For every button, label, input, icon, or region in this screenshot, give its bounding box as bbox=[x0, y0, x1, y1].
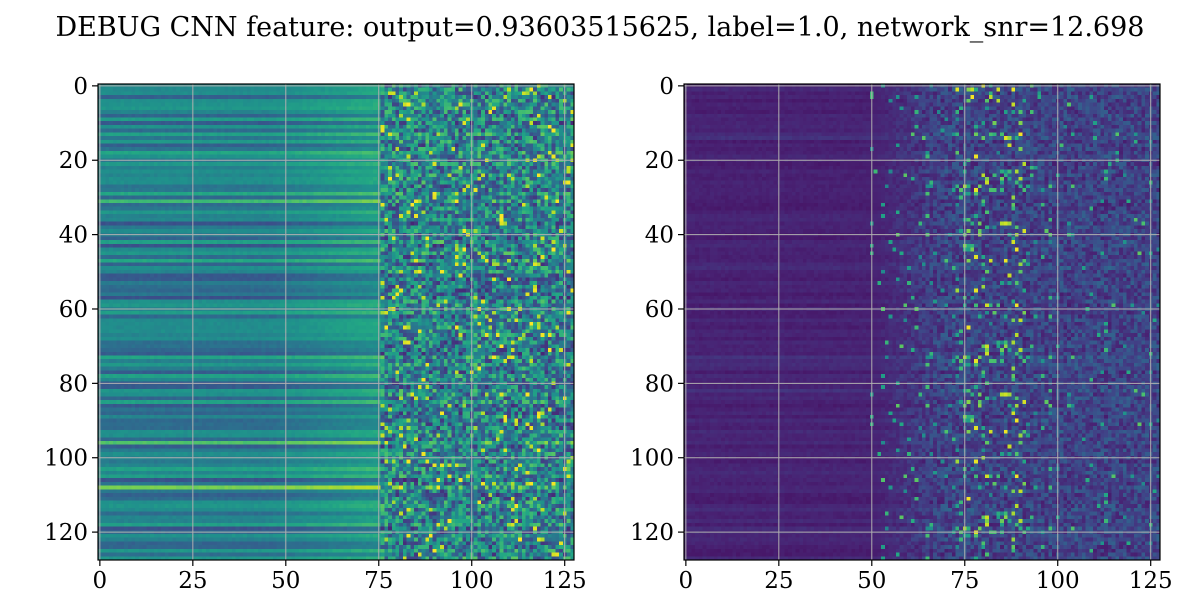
y-tick-label: 120 bbox=[630, 520, 674, 546]
heatmap-left: 0 25 50 75 100 125 0 20 40 60 80 100 120 bbox=[44, 74, 587, 594]
heatmap-right: 0 25 50 75 100 125 0 20 40 60 80 100 120 bbox=[630, 74, 1173, 594]
y-tick-label: 0 bbox=[73, 74, 88, 100]
y-tick-label: 80 bbox=[59, 371, 88, 397]
x-tick-label: 50 bbox=[271, 568, 300, 594]
heatmap-right-grid bbox=[684, 84, 1160, 560]
y-tick-label: 60 bbox=[59, 297, 88, 323]
x-tick-label: 75 bbox=[950, 568, 979, 594]
y-tick-label: 40 bbox=[59, 223, 88, 249]
heatmap-left-frame bbox=[97, 83, 575, 561]
x-tick-label: 50 bbox=[857, 568, 886, 594]
heatmap-right-image bbox=[684, 84, 1160, 560]
x-tick-label: 0 bbox=[93, 568, 108, 594]
y-tick-label: 0 bbox=[659, 74, 674, 100]
x-tick-label: 25 bbox=[178, 568, 207, 594]
x-tick-label: 0 bbox=[679, 568, 694, 594]
y-tick-label: 100 bbox=[44, 446, 88, 472]
y-tick-label: 80 bbox=[645, 371, 674, 397]
heatmap-right-frame bbox=[683, 83, 1161, 561]
x-tick-label: 125 bbox=[1129, 568, 1173, 594]
heatmap-left-image bbox=[98, 84, 574, 560]
y-tick-label: 20 bbox=[59, 148, 88, 174]
x-tick-label: 100 bbox=[450, 568, 494, 594]
x-tick-label: 25 bbox=[764, 568, 793, 594]
figure-title: DEBUG CNN feature: output=0.93603515625,… bbox=[56, 12, 1145, 43]
heatmap-left-grid bbox=[98, 84, 574, 560]
y-tick-label: 100 bbox=[630, 446, 674, 472]
x-tick-label: 125 bbox=[543, 568, 587, 594]
heatmap-right-axes: 0 25 50 75 100 125 0 20 40 60 80 100 120 bbox=[630, 74, 1173, 594]
x-tick-label: 100 bbox=[1036, 568, 1080, 594]
x-tick-label: 75 bbox=[364, 568, 393, 594]
y-tick-label: 60 bbox=[645, 297, 674, 323]
y-tick-label: 120 bbox=[44, 520, 88, 546]
heatmap-left-axes: 0 25 50 75 100 125 0 20 40 60 80 100 120 bbox=[44, 74, 587, 594]
y-tick-label: 20 bbox=[645, 148, 674, 174]
y-tick-label: 40 bbox=[645, 223, 674, 249]
